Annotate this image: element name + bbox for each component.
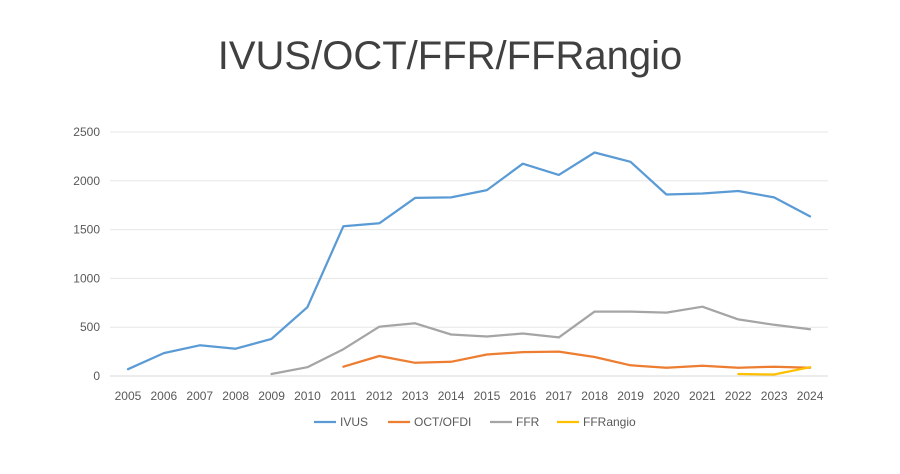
legend-label: FFRangio [583,415,636,429]
series-lines [126,151,812,376]
legend-label: FFR [516,415,540,429]
x-tick-label: 2010 [294,389,321,403]
x-tick-label: 2017 [545,389,572,403]
series-line-ffr [270,305,812,376]
x-tick-label: 2011 [330,389,356,403]
x-tick-label: 2023 [761,389,788,403]
x-tick-label: 2009 [258,389,285,403]
chart-title: IVUS/OCT/FFR/FFRangio [217,34,683,78]
legend-item: FFRangio [557,415,636,429]
gridlines [110,131,828,377]
y-tick-label: 2500 [73,125,100,139]
legend-label: OCT/OFDI [414,415,471,429]
series-line-ffrangio [737,366,812,376]
x-tick-label: 2005 [115,389,142,403]
legend: IVUS OCT/OFDI FFR FFRangio [314,415,636,429]
x-tick-label: 2015 [474,389,501,403]
x-tick-label: 2016 [509,389,536,403]
legend-item: FFR [490,415,540,429]
x-axis-ticks: 2005 2006 2007 2008 2009 2010 2011 2012 2013 2014… [115,389,824,403]
series-line-oct-ofdi [342,350,812,369]
x-tick-label: 2019 [617,389,644,403]
x-tick-label: 2012 [366,389,393,403]
x-tick-label: 2014 [438,389,465,403]
x-tick-label: 2006 [150,389,177,403]
x-tick-label: 2008 [222,389,249,403]
x-tick-label: 2018 [581,389,608,403]
x-tick-label: 2024 [797,389,824,403]
y-tick-label: 2000 [73,174,100,188]
x-tick-label: 2020 [653,389,680,403]
x-tick-label: 2007 [186,389,213,403]
y-tick-label: 500 [80,320,100,334]
x-tick-label: 2021 [689,389,716,403]
x-tick-label: 2013 [402,389,429,403]
y-axis-ticks: 0 500 1000 1500 2000 2500 [73,125,100,383]
legend-item: IVUS [314,415,368,429]
legend-label: IVUS [340,415,368,429]
legend-item: OCT/OFDI [388,415,471,429]
series-line-ivus [126,151,812,371]
y-tick-label: 1000 [73,271,100,285]
y-tick-label: 1500 [73,223,100,237]
y-tick-label: 0 [93,369,100,383]
x-tick-label: 2022 [725,389,752,403]
